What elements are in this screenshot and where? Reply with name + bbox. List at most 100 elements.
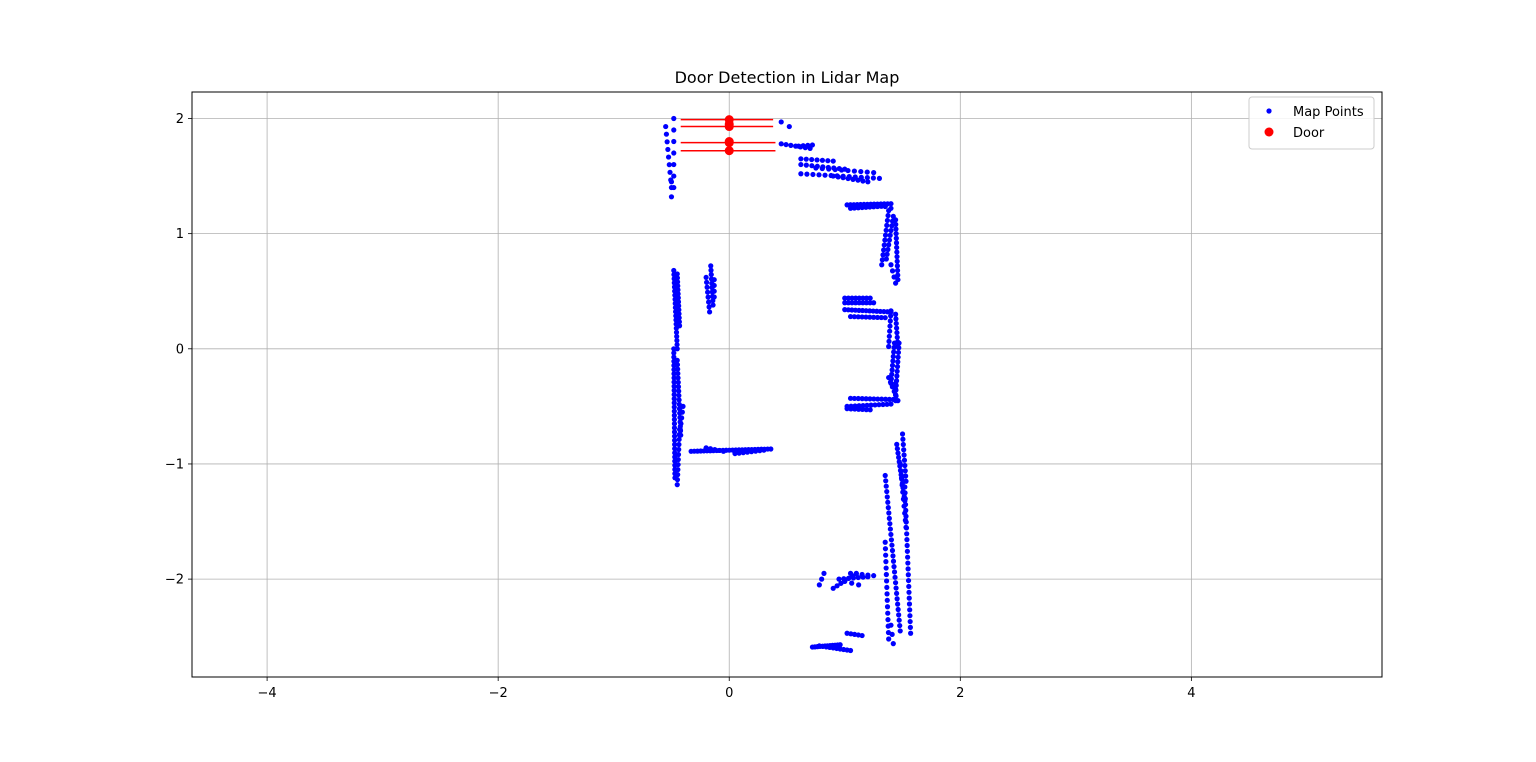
map-point [863,300,870,306]
map-point [863,407,869,413]
map-point [813,165,819,171]
map-point [783,141,789,148]
map-point [675,451,682,458]
map-point [884,494,890,500]
map-point [805,142,811,148]
map-point [886,237,893,243]
map-point [706,309,713,315]
map-point [888,308,894,314]
map-point [906,589,912,595]
map-point [867,314,873,320]
map-point [679,409,685,415]
map-point [859,632,865,639]
map-point [907,607,913,613]
map-point [902,490,908,496]
map-point [671,150,677,156]
map-point [889,371,895,377]
map-point [664,139,670,145]
map-point [676,315,682,321]
map-point [676,436,682,443]
map-point [905,554,911,560]
map-point [903,473,909,479]
map-point [848,406,854,412]
map-point [674,275,681,281]
map-point [678,421,684,427]
map-point [837,642,843,648]
map-point [838,580,844,586]
y-tick-label: −2 [165,573,184,588]
map-point [880,252,886,258]
y-tick-label: 2 [176,112,184,127]
map-point [847,205,854,211]
map-point [674,337,680,344]
map-point [705,289,711,295]
map-point [671,267,677,274]
map-point [671,412,677,418]
map-point [668,179,675,185]
map-point [894,363,901,370]
map-point [836,576,842,582]
map-point [830,585,836,591]
map-point [675,375,681,381]
map-point [882,546,889,552]
map-point [900,441,906,448]
map-point [671,433,678,439]
map-point [704,279,710,285]
map-point [890,353,896,360]
map-point [870,175,876,181]
map-point [888,531,894,538]
map-point [863,314,869,320]
map-point [671,354,677,360]
map-point [905,572,911,578]
map-point [676,432,683,438]
map-point [889,547,896,554]
map-point [856,582,862,588]
map-point [671,161,677,168]
map-point [860,178,866,184]
map-point [671,184,677,191]
map-point [889,268,896,274]
map-point [675,379,681,385]
map-point [856,300,862,306]
map-point [894,267,901,274]
map-point [882,237,888,243]
door-point [724,138,734,148]
map-point [907,613,913,619]
map-point [778,119,784,125]
map-point [676,392,682,399]
map-point [675,467,681,473]
map-point [676,303,682,309]
map-point [882,539,888,545]
map-point [871,300,877,306]
map-point [883,256,889,262]
map-point [852,406,858,412]
map-point [893,217,899,223]
legend-door-marker [1264,127,1274,137]
map-point [675,366,681,372]
map-point [671,138,677,145]
map-point [888,313,894,319]
map-point [863,396,869,402]
map-point [788,142,794,148]
map-point [893,280,899,286]
map-point [842,578,848,585]
map-point [880,401,886,408]
map-point [671,404,677,410]
map-point [893,325,900,331]
map-point [832,166,838,173]
y-tick-label: 1 [176,227,184,242]
map-point [671,173,677,179]
map-point [876,202,883,208]
map-point [810,171,816,178]
map-point [675,295,681,301]
map-point [891,344,897,351]
map-point [907,624,913,630]
map-point [675,299,682,305]
map-point [890,641,896,647]
map-point [846,575,852,581]
map-point [872,402,878,408]
map-point [887,526,893,532]
map-point [882,315,888,321]
map-point [889,223,895,229]
map-point [896,617,902,623]
